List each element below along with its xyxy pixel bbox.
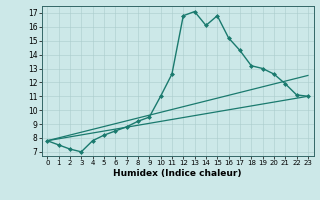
X-axis label: Humidex (Indice chaleur): Humidex (Indice chaleur): [113, 169, 242, 178]
